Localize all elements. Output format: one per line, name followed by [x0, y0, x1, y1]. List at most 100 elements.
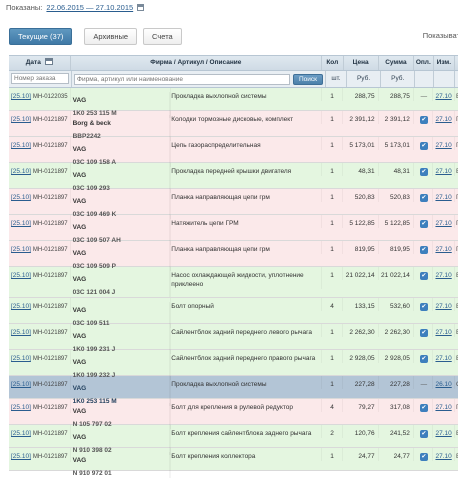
- article-number[interactable]: 03C 121 004 J: [73, 284, 171, 297]
- changed-date-link[interactable]: 27.10: [433, 350, 456, 363]
- article-number[interactable]: 03C 109 293: [73, 180, 171, 193]
- date-range-link[interactable]: 22.06.2015 — 27.10.2015: [46, 3, 134, 12]
- changed-date-link[interactable]: 27.10: [433, 267, 456, 280]
- article-number[interactable]: 03C 109 509 P: [73, 258, 171, 271]
- tab-invoices[interactable]: Счета: [143, 28, 182, 45]
- search-button[interactable]: Поиск: [293, 73, 324, 85]
- changed-date-link[interactable]: 27.10: [433, 163, 456, 176]
- article-number[interactable]: 03C 109 158 A: [73, 154, 171, 167]
- changed-date-link[interactable]: 27.10: [433, 215, 456, 228]
- search-input[interactable]: [74, 73, 290, 85]
- paid-check-icon[interactable]: ✔: [419, 142, 428, 150]
- paid-check-icon[interactable]: ✔: [419, 303, 428, 311]
- status-code: В: [455, 448, 458, 461]
- article-number[interactable]: BBP2242: [73, 128, 171, 141]
- table-row[interactable]: [25.10] МН-0121897 VAG 03C 109 158 A Цепь га…: [9, 137, 458, 167]
- tab-archive[interactable]: Архивные: [84, 28, 138, 45]
- article-number[interactable]: N 105 797 02: [73, 416, 171, 429]
- date-link[interactable]: [25.10]: [11, 355, 31, 362]
- article-number[interactable]: 03C 109 469 K: [73, 206, 171, 219]
- article-number[interactable]: 03C 109 511: [73, 315, 171, 328]
- order-number-input[interactable]: [11, 73, 69, 84]
- changed-date-link[interactable]: 27.10: [433, 137, 456, 150]
- date-link[interactable]: [25.10]: [11, 116, 31, 123]
- article-number[interactable]: 1K0 199 232 J: [73, 367, 171, 380]
- changed-date-link[interactable]: 27.10: [433, 425, 456, 438]
- changed-date-link[interactable]: 27.10: [433, 298, 456, 311]
- table-row[interactable]: [25.10] МН-0121897 VAG 1K0 199 231 J Сайлент…: [9, 324, 458, 354]
- table-row[interactable]: [25.10] МН-0121897 VAG 03C 121 004 J Насос о…: [9, 267, 458, 298]
- date-link[interactable]: [25.10]: [11, 168, 31, 175]
- article-number[interactable]: 03C 109 507 AH: [73, 232, 171, 245]
- date-link[interactable]: [25.10]: [11, 246, 31, 253]
- changed-date-link[interactable]: 27.10: [433, 399, 456, 412]
- description: Сайлентблок задний переднего правого рыч…: [171, 350, 322, 363]
- date-link[interactable]: [25.10]: [11, 329, 31, 336]
- brand-name: VAG: [73, 271, 171, 284]
- paid-check-icon[interactable]: ✔: [419, 404, 428, 412]
- table-row[interactable]: [25.10] МН-0121897 Borg & beck BBP2242 Колод…: [9, 111, 458, 141]
- calendar-icon[interactable]: [44, 58, 53, 65]
- table-row[interactable]: [25.10] МН-0122035 VAG 1K0 253 115 M Проклад…: [9, 88, 458, 118]
- changed-date-link[interactable]: 27.10: [433, 189, 456, 202]
- date-link[interactable]: [25.10]: [11, 220, 31, 227]
- col-date[interactable]: Дата: [9, 56, 71, 70]
- table-row[interactable]: [25.10] МН-0121897 VAG N 910 398 02 Болт кре…: [9, 425, 458, 455]
- date-link[interactable]: [25.10]: [11, 93, 31, 100]
- article-number[interactable]: N 910 398 02: [73, 442, 171, 455]
- paid-check-icon[interactable]: ✔: [419, 355, 428, 363]
- table-row[interactable]: [25.10] МН-0121897 VAG 03C 109 507 AH Натяжи…: [9, 215, 458, 245]
- col-sum[interactable]: Сумма: [379, 56, 414, 70]
- date-cell: [25.10] МН-0121897: [9, 241, 71, 255]
- col-qty[interactable]: Кол: [322, 56, 344, 70]
- paid-check-icon[interactable]: ✔: [419, 453, 428, 461]
- calendar-icon[interactable]: [137, 4, 145, 11]
- date-link[interactable]: [25.10]: [11, 142, 31, 149]
- date-link[interactable]: [25.10]: [11, 303, 31, 310]
- paid-check-icon[interactable]: ✔: [419, 116, 428, 124]
- col-changed[interactable]: Изм.: [434, 56, 456, 70]
- table-row[interactable]: [25.10] МН-0121897 VAG 1K0 253 115 M Проклад…: [9, 376, 458, 406]
- table-row[interactable]: [25.10] МН-0121897 VAG N 910 972 01 Болт кре…: [9, 448, 458, 478]
- date-link[interactable]: [25.10]: [11, 272, 31, 279]
- order-number: МН-0121897: [32, 405, 68, 411]
- changed-date-link[interactable]: 27.10: [433, 88, 456, 101]
- date-link[interactable]: [25.10]: [11, 404, 31, 411]
- article-number[interactable]: 1K0 253 115 M: [73, 105, 171, 118]
- table-row[interactable]: [25.10] МН-0121897 VAG 03C 109 293 Прокладка…: [9, 163, 458, 193]
- date-cell: [25.10] МН-0121897: [9, 163, 71, 177]
- show-count-label: Показыват: [422, 31, 458, 40]
- paid-check-icon[interactable]: ✔: [419, 168, 428, 176]
- article-number[interactable]: 1K0 199 231 J: [73, 341, 171, 354]
- tab-current[interactable]: Текущие (37): [9, 28, 73, 45]
- quantity: 4: [322, 399, 344, 412]
- date-link[interactable]: [25.10]: [11, 381, 31, 388]
- col-paid[interactable]: Опл.: [414, 56, 434, 70]
- table-row[interactable]: [25.10] МН-0121897 VAG 03C 109 469 K Планка …: [9, 189, 458, 219]
- quantity: 1: [322, 376, 344, 389]
- changed-date-link[interactable]: 27.10: [433, 324, 456, 337]
- paid-check-icon[interactable]: ✔: [419, 430, 428, 438]
- paid-cell: ✔: [414, 267, 434, 280]
- paid-check-icon[interactable]: ✔: [419, 329, 428, 337]
- paid-check-icon[interactable]: ✔: [419, 220, 428, 228]
- changed-date-link[interactable]: 27.10: [433, 448, 456, 461]
- paid-check-icon[interactable]: ✔: [419, 272, 428, 280]
- col-price[interactable]: Цена: [344, 56, 379, 70]
- date-link[interactable]: [25.10]: [11, 430, 31, 437]
- paid-check-icon[interactable]: ✔: [419, 246, 428, 254]
- paid-check-icon[interactable]: ✔: [419, 194, 428, 202]
- changed-date-link[interactable]: 27.10: [433, 241, 456, 254]
- changed-date-link[interactable]: 27.10: [433, 111, 456, 124]
- date-link[interactable]: [25.10]: [11, 194, 31, 201]
- article-number[interactable]: N 910 972 01: [73, 465, 171, 478]
- brand-cell: VAG 03C 109 511: [71, 298, 172, 328]
- table-row[interactable]: [25.10] МН-0121897 VAG 03C 109 511 Болт опор…: [9, 298, 458, 328]
- article-number[interactable]: 1K0 253 115 M: [73, 393, 171, 406]
- changed-date-link[interactable]: 26.10: [433, 376, 456, 389]
- table-row[interactable]: [25.10] МН-0121897 VAG 1K0 199 232 J Сайлент…: [9, 350, 458, 380]
- date-link[interactable]: [25.10]: [11, 453, 31, 460]
- col-name[interactable]: Фирма / Артикул / Описание: [71, 56, 322, 70]
- table-row[interactable]: [25.10] МН-0121897 VAG 03C 109 509 P Планка …: [9, 241, 458, 271]
- table-row[interactable]: [25.10] МН-0121897 VAG N 105 797 02 Болт для…: [9, 399, 458, 429]
